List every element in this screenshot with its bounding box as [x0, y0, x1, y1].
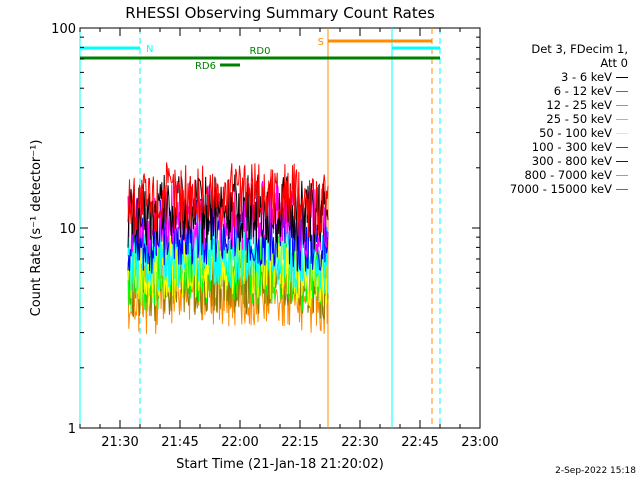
legend-swatch: [616, 147, 628, 148]
legend-entry-label: 3 - 6 keV: [561, 70, 612, 84]
y-axis-label: Count Rate (s⁻¹ detector⁻¹): [29, 140, 44, 317]
legend-swatch: [616, 175, 628, 176]
saa-flag-label: S: [318, 37, 324, 48]
chart-title: RHESSI Observing Summary Count Rates: [125, 4, 435, 22]
y-tick-label: 10: [59, 222, 76, 237]
legend-swatch: [616, 161, 628, 162]
legend-entry-label: 6 - 12 keV: [553, 84, 612, 98]
x-tick-label: 22:00: [221, 435, 258, 450]
legend-header: Det 3, FDecim 1,: [531, 42, 628, 56]
legend-swatch: [616, 119, 628, 120]
legend-entry: 50 - 100 keV: [539, 126, 628, 140]
date-stamp: 2-Sep-2022 15:18: [555, 466, 636, 476]
legend-entry-label: 100 - 300 keV: [531, 140, 612, 154]
legend-entry-label: 12 - 25 keV: [546, 98, 612, 112]
legend-swatch: [616, 189, 628, 190]
series-layer: [127, 162, 329, 334]
legend-entry: 25 - 50 keV: [546, 112, 628, 126]
x-tick-label: 22:30: [341, 435, 378, 450]
legend-swatch: [616, 77, 628, 78]
y-tick-label: 1: [68, 422, 76, 437]
legend-entry-label: 800 - 7000 keV: [524, 168, 612, 182]
x-tick-label: 22:45: [401, 435, 438, 450]
rd6-flag-label: RD6: [195, 61, 216, 72]
legend-entry: 7000 - 15000 keV: [510, 182, 628, 196]
series-trace: [127, 218, 329, 295]
rd0-flag-label: RD0: [249, 46, 270, 57]
legend-entry: 3 - 6 keV: [561, 70, 628, 84]
x-tick-label: 21:30: [101, 435, 138, 450]
legend-entry-label: 50 - 100 keV: [539, 126, 612, 140]
x-tick-label: 21:45: [161, 435, 198, 450]
y-tick-label: 100: [51, 22, 76, 37]
legend-entry: 100 - 300 keV: [532, 140, 628, 154]
legend-swatch: [616, 105, 628, 106]
x-tick-label: 23:00: [461, 435, 498, 450]
legend-swatch: [616, 91, 628, 92]
legend-swatch: [616, 133, 628, 134]
legend-entry: 800 - 7000 keV: [524, 168, 628, 182]
legend-entry: 300 - 800 keV: [532, 154, 628, 168]
legend-entry: 6 - 12 keV: [554, 84, 628, 98]
series-trace: [127, 162, 329, 238]
legend-entry: 12 - 25 keV: [546, 98, 628, 112]
legend-header: Att 0: [600, 56, 628, 70]
night-flag-label: N: [146, 44, 153, 55]
x-tick-label: 22:15: [281, 435, 318, 450]
axis-ticks: 21:30 21:45 22:00 22:15 22:30 22:45 23:00 1 10 10…: [51, 22, 499, 450]
legend-entry-label: 300 - 800 keV: [531, 154, 612, 168]
x-axis-label: Start Time (21-Jan-18 21:20:02): [176, 457, 384, 472]
legend-entry-label: 7000 - 15000 keV: [509, 182, 612, 196]
legend-entry-label: 25 - 50 keV: [546, 112, 612, 126]
